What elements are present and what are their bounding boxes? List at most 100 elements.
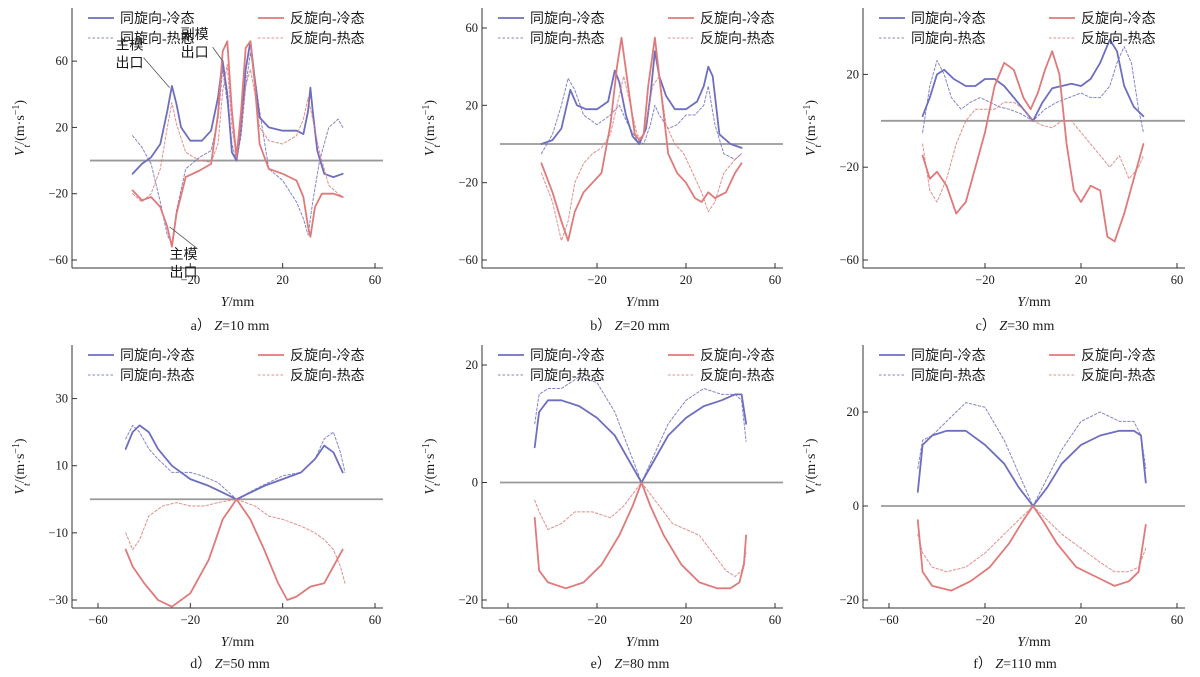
panel-caption: e） Z=80 mm <box>591 656 670 672</box>
caption-letter: a） <box>191 318 215 334</box>
series-line-co-cold <box>131 40 344 178</box>
caption-var: Z <box>214 319 222 334</box>
caption-value: =50 mm <box>223 657 270 672</box>
annotation-text: 出口 <box>170 265 198 281</box>
y-tick-label: −20 <box>458 593 478 607</box>
x-axis-title: Y/mm <box>221 635 255 650</box>
legend-label-co-cold: 同旋向-冷态 <box>120 348 195 364</box>
x-tick-label: 60 <box>1171 273 1184 287</box>
y-axis-title-close: ) <box>423 438 438 443</box>
caption-var: Z <box>615 319 623 334</box>
y-axis-title-var: V <box>804 485 819 495</box>
y-tick-label: −10 <box>48 526 68 540</box>
y-axis-title: Vt/(m·s−1) <box>421 100 443 157</box>
x-tick-label: −20 <box>975 613 995 627</box>
series-line-counter-hot <box>125 498 346 584</box>
series-line-co-cold <box>533 393 747 484</box>
x-axis-title-unit: /mm <box>1025 295 1051 310</box>
y-tick-label: 20 <box>56 120 69 134</box>
legend-label-co-cold: 同旋向-冷态 <box>911 11 986 27</box>
y-axis-title-close: ) <box>423 100 438 105</box>
y-axis-title: Vt/(m·s−1) <box>802 438 824 495</box>
y-tick-label: −20 <box>458 176 478 190</box>
annotation-text: 主模 <box>170 247 198 263</box>
x-axis-title-var: Y <box>626 295 636 310</box>
series-line-counter-cold <box>131 40 344 248</box>
y-axis-title-var: V <box>423 146 438 156</box>
y-tick-label: 20 <box>466 358 479 372</box>
y-axis-title: Vt/(m·s−1) <box>11 100 33 157</box>
x-tick-label: 60 <box>769 613 782 627</box>
x-axis-title: Y/mm <box>1017 295 1051 310</box>
y-axis-title-exp: −1 <box>421 443 432 454</box>
y-axis-title-close: ) <box>804 438 819 443</box>
y-tick-label: 30 <box>56 392 69 406</box>
y-axis-title-sub: t <box>22 483 33 486</box>
y-tick-label: 60 <box>466 21 479 35</box>
series-line-counter-cold <box>916 505 1147 592</box>
x-axis-title: Y/mm <box>221 295 255 310</box>
x-axis-title-unit: /mm <box>229 295 255 310</box>
y-axis-title-sub: t <box>813 145 824 148</box>
y-axis-title: Vt/(m·s−1) <box>11 438 33 495</box>
series-line-counter-hot <box>534 482 747 577</box>
panel-caption: c） Z=30 mm <box>976 318 1055 334</box>
x-tick-label: 60 <box>1171 613 1184 627</box>
caption-value: =10 mm <box>222 319 269 334</box>
panel-caption: a） Z=10 mm <box>191 318 270 334</box>
x-tick-label: −20 <box>975 273 995 287</box>
x-axis-title: Y/mm <box>1017 635 1051 650</box>
panel-caption: d） Z=50 mm <box>190 656 270 672</box>
y-tick-label: −60 <box>839 253 859 267</box>
y-axis-title-exp: −1 <box>421 105 432 116</box>
series-line-co-hot <box>540 77 743 160</box>
y-axis-title-var: V <box>13 146 28 156</box>
y-axis-title-var: V <box>13 485 28 495</box>
annotation-text: 出口 <box>116 56 144 72</box>
legend-label-co-cold: 同旋向-冷态 <box>530 11 605 27</box>
series-line-co-cold <box>124 424 344 501</box>
series-line-counter-hot <box>132 64 344 203</box>
legend-label-counter-hot: 反旋向-热态 <box>700 368 775 384</box>
caption-letter: f） <box>973 656 995 672</box>
caption-var: Z <box>215 657 223 672</box>
y-axis-title-sub: t <box>432 145 443 148</box>
y-tick-label: −60 <box>458 253 478 267</box>
y-tick-label: 20 <box>847 67 860 81</box>
y-axis-title-unit: /(m·s <box>423 115 438 145</box>
legend-label-co-hot: 同旋向-热态 <box>120 368 195 384</box>
series-line-co-cold <box>916 429 1147 507</box>
caption-letter: b） <box>590 318 615 334</box>
y-axis-title-unit: /(m·s <box>13 454 28 484</box>
caption-letter: c） <box>976 318 1000 334</box>
caption-value: =30 mm <box>1007 319 1054 334</box>
y-axis-title-var: V <box>804 146 819 156</box>
panel-caption: f） Z=110 mm <box>973 656 1057 672</box>
legend-label-co-hot: 同旋向-热态 <box>530 368 605 384</box>
legend-label-co-cold: 同旋向-冷态 <box>530 348 605 364</box>
series-line-counter-hot <box>922 101 1144 203</box>
x-tick-label: −60 <box>879 613 899 627</box>
x-tick-label: −20 <box>587 613 607 627</box>
y-tick-label: 0 <box>853 499 859 513</box>
panel-caption: b） Z=20 mm <box>590 318 670 334</box>
caption-value: =110 mm <box>1003 657 1057 672</box>
series-line-counter-hot <box>540 75 743 242</box>
caption-letter: d） <box>190 656 215 672</box>
y-tick-label: 20 <box>466 98 479 112</box>
y-axis-title-exp: −1 <box>802 105 813 116</box>
y-axis-title-unit: /(m·s <box>423 454 438 484</box>
x-axis-title-unit: /mm <box>634 295 660 310</box>
legend-label-counter-cold: 反旋向-冷态 <box>1081 348 1156 364</box>
y-axis-title-close: ) <box>804 100 819 105</box>
